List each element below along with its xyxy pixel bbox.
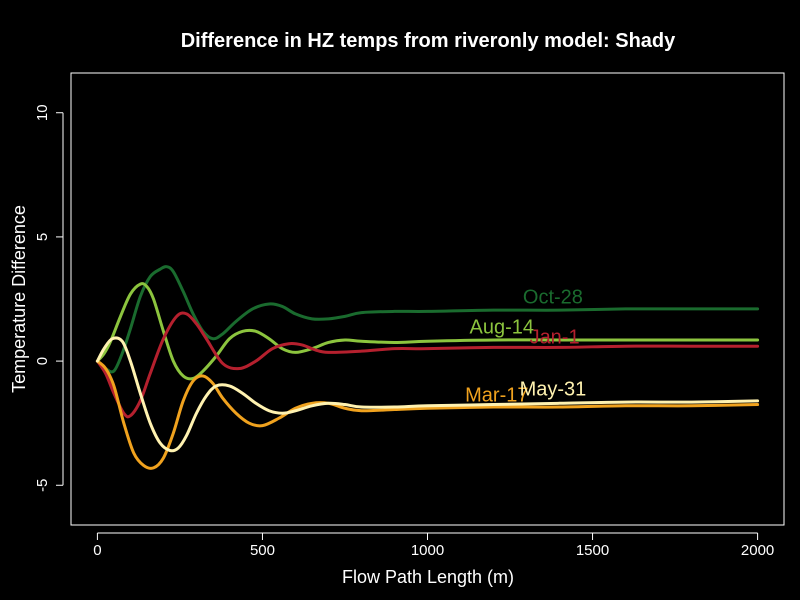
chart-title: Difference in HZ temps from riveronly mo… bbox=[181, 30, 676, 52]
series-label-oct-28: Oct-28 bbox=[523, 287, 583, 309]
y-tick-label: 0 bbox=[34, 357, 51, 365]
series-lines bbox=[95, 265, 760, 470]
x-tick-label: 500 bbox=[250, 542, 275, 559]
series-line-jan-1 bbox=[95, 311, 760, 419]
x-axis-label: Flow Path Length (m) bbox=[342, 567, 514, 587]
y-tick-label: -5 bbox=[34, 479, 51, 492]
plot-frame bbox=[70, 72, 785, 526]
x-tick-label: 2000 bbox=[741, 542, 774, 559]
x-axis: 0 500 1000 1500 2000 bbox=[93, 532, 774, 559]
series-label-mar-17: Mar-17 bbox=[465, 385, 528, 407]
y-tick-label: 5 bbox=[34, 233, 51, 241]
series-label-may-31: May-31 bbox=[520, 378, 587, 400]
series-line-aug-14 bbox=[95, 282, 760, 381]
y-axis-label: Temperature Difference bbox=[9, 205, 29, 393]
y-tick-label: 10 bbox=[34, 104, 51, 121]
x-tick-label: 1500 bbox=[576, 542, 609, 559]
x-tick-label: 0 bbox=[93, 542, 101, 559]
series-line-may-31 bbox=[95, 336, 760, 453]
series-line-oct-28 bbox=[95, 265, 760, 374]
x-tick-label: 1000 bbox=[411, 542, 444, 559]
y-axis: -5 0 5 10 bbox=[34, 104, 64, 492]
series-line-mar-17 bbox=[95, 359, 760, 470]
series-label-jan-1: Jan-1 bbox=[530, 326, 580, 348]
series-label-aug-14: Aug-14 bbox=[470, 316, 535, 338]
